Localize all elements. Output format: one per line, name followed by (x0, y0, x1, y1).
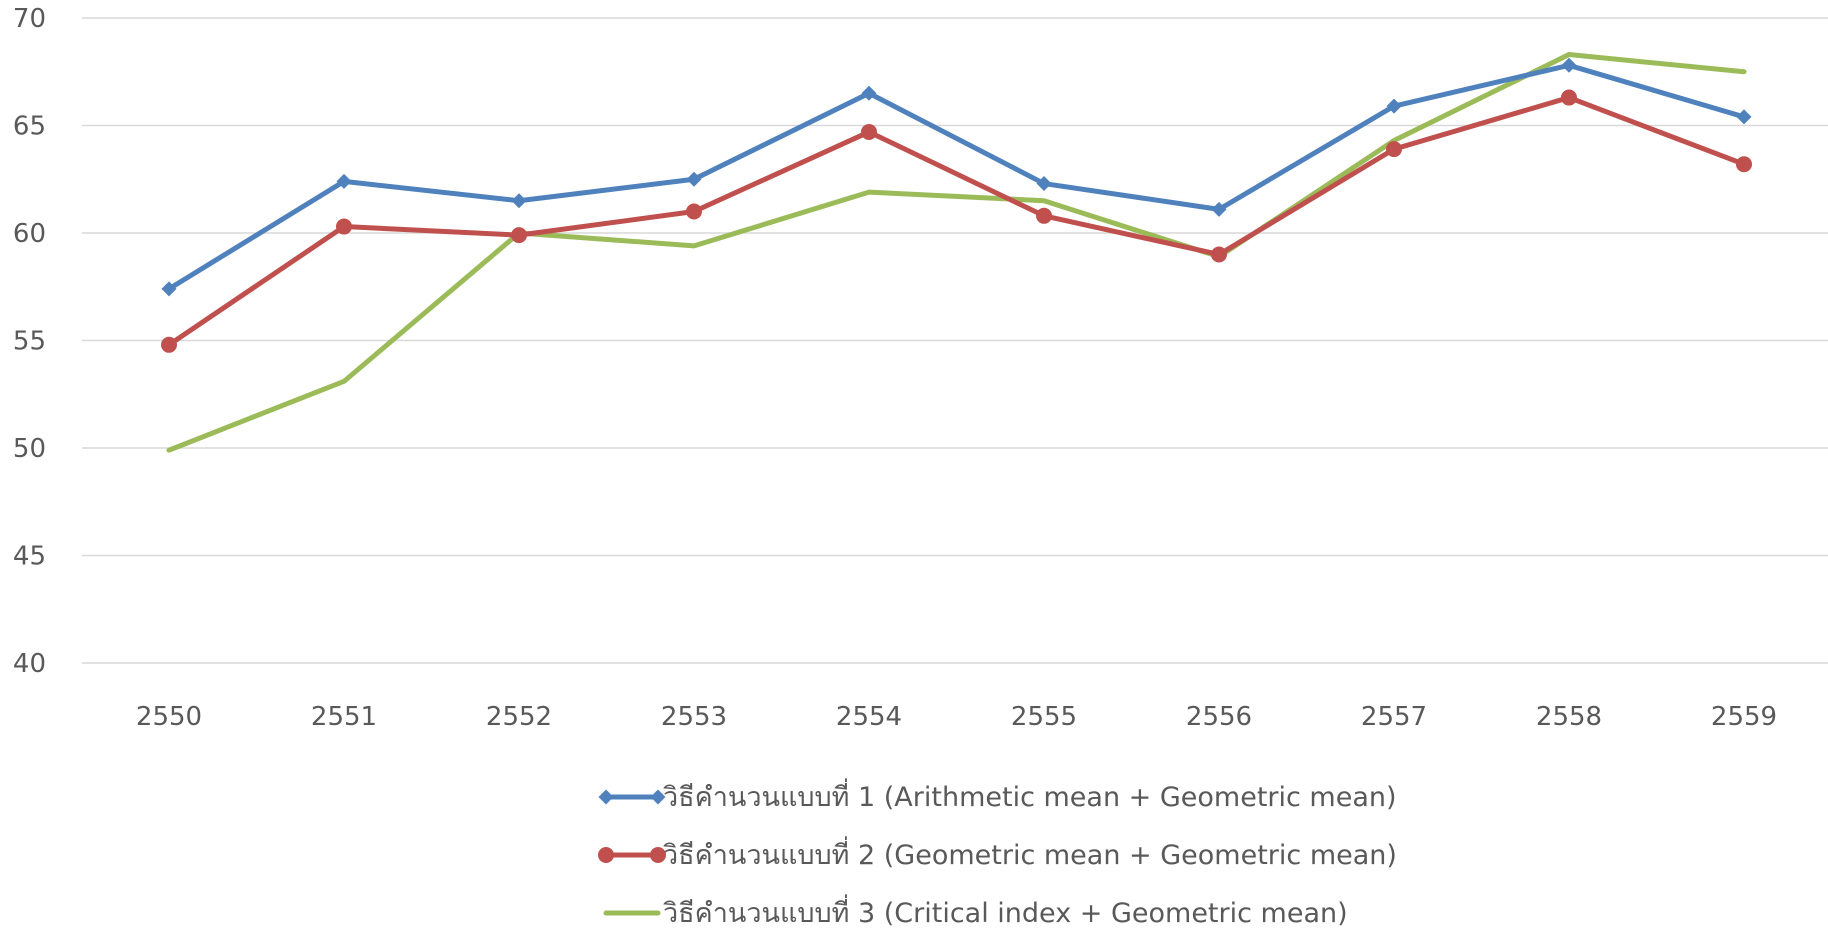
series-1-point-2556 (1211, 201, 1227, 217)
series-1-point-2550 (161, 281, 177, 297)
series-2-point-2553 (686, 203, 702, 220)
y-tick-label-40: 40 (13, 649, 46, 679)
series-2-point-2550 (161, 336, 177, 353)
series-2-point-2559 (1736, 156, 1752, 173)
series-2-point-2557 (1386, 141, 1402, 158)
y-tick-label-65: 65 (13, 112, 46, 142)
series-1-point-2553 (686, 171, 702, 187)
legend-swatch-marker-left-1 (598, 789, 614, 805)
series-1-point-2557 (1386, 98, 1402, 114)
series-2 (161, 89, 1752, 353)
series-1-point-2551 (336, 173, 352, 189)
x-tick-label-2550: 2550 (136, 702, 202, 732)
series-1-point-2558 (1561, 57, 1577, 73)
series-2-point-2558 (1561, 89, 1577, 106)
legend-item-1: วิธีคำนวนแบบที่ 1 (Arithmetic mean + Geo… (598, 778, 1397, 813)
x-tick-label-2554: 2554 (836, 702, 902, 732)
series-1 (161, 57, 1752, 297)
series-3 (166, 52, 1747, 453)
series-2-point-2555 (1036, 207, 1052, 224)
x-tick-label-2559: 2559 (1711, 702, 1777, 732)
series-lines (161, 52, 1752, 453)
x-tick-label-2557: 2557 (1361, 702, 1427, 732)
y-tick-label-60: 60 (13, 219, 46, 249)
legend-label-1: วิธีคำนวนแบบที่ 1 (Arithmetic mean + Geo… (663, 778, 1397, 813)
legend-swatch-marker-right-2 (650, 847, 666, 863)
legend: วิธีคำนวนแบบที่ 1 (Arithmetic mean + Geo… (598, 778, 1397, 929)
legend-item-2: วิธีคำนวนแบบที่ 2 (Geometric mean + Geom… (598, 836, 1397, 871)
series-2-point-2556 (1211, 246, 1227, 263)
series-1-point-2559 (1736, 109, 1752, 125)
legend-label-3: วิธีคำนวนแบบที่ 3 (Critical index + Geom… (663, 894, 1348, 929)
series-2-point-2554 (861, 123, 877, 140)
x-tick-label-2552: 2552 (486, 702, 552, 732)
y-tick-label-55: 55 (13, 327, 46, 357)
legend-item-3: วิธีคำนวนแบบที่ 3 (Critical index + Geom… (603, 894, 1348, 929)
legend-swatch-marker-left-2 (598, 847, 614, 863)
x-tick-label-2555: 2555 (1011, 702, 1077, 732)
x-tick-label-2558: 2558 (1536, 702, 1602, 732)
series-3-line (166, 52, 1747, 453)
series-1-point-2552 (511, 193, 527, 209)
series-2-line (166, 95, 1747, 348)
x-tick-label-2556: 2556 (1186, 702, 1252, 732)
series-1-point-2555 (1036, 176, 1052, 192)
series-2-point-2551 (336, 218, 352, 235)
y-tick-label-50: 50 (13, 434, 46, 464)
y-axis-tick-labels: 40 45 50 55 60 65 70 (13, 4, 46, 679)
x-tick-label-2551: 2551 (311, 702, 377, 732)
x-tick-label-2553: 2553 (661, 702, 727, 732)
legend-label-2: วิธีคำนวนแบบที่ 2 (Geometric mean + Geom… (663, 836, 1397, 871)
x-axis-tick-labels: 2550 2551 2552 2553 2554 2555 2556 2557 2558 2559 (136, 702, 1777, 732)
series-1-point-2554 (861, 85, 877, 101)
y-tick-label-45: 45 (13, 542, 46, 572)
legend-swatch-marker-right-1 (650, 789, 666, 805)
y-tick-label-70: 70 (13, 4, 46, 34)
series-1-line (166, 62, 1747, 292)
series-2-point-2552 (511, 227, 527, 244)
gridlines (82, 17, 1828, 664)
